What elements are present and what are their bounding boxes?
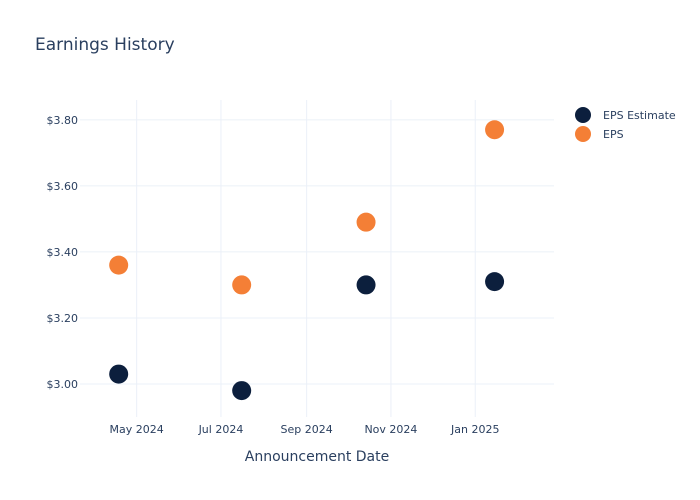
y-tick-label: $3.00 [47, 378, 79, 391]
legend-marker [575, 107, 591, 123]
legend-label: EPS Estimate [603, 109, 676, 122]
x-tick-label: May 2024 [110, 423, 164, 436]
eps-point[interactable] [485, 120, 505, 140]
y-tick-label: $3.40 [47, 246, 79, 259]
chart-title: Earnings History [35, 35, 175, 55]
y-tick-label: $3.20 [47, 312, 79, 325]
x-tick-label: Nov 2024 [364, 423, 417, 436]
legend[interactable]: EPS Estimate EPS [575, 107, 676, 142]
eps-point[interactable] [356, 212, 376, 232]
eps-estimate-point[interactable] [485, 272, 505, 292]
legend-item[interactable]: EPS [575, 126, 624, 142]
x-axis-ticks: May 2024 Jul 2024 Sep 2024 Nov 2024 Jan 2025 [110, 423, 500, 436]
data-points [109, 120, 505, 401]
eps-estimate-point[interactable] [356, 275, 376, 295]
y-tick-label: $3.60 [47, 180, 79, 193]
legend-label: EPS [603, 128, 624, 141]
y-axis-ticks: $3.00 $3.20 $3.40 $3.60 $3.80 [47, 114, 79, 391]
eps-estimate-point[interactable] [109, 364, 129, 384]
x-tick-label: Jul 2024 [198, 423, 244, 436]
x-tick-label: Jan 2025 [450, 423, 499, 436]
eps-point[interactable] [109, 255, 129, 275]
x-tick-label: Sep 2024 [281, 423, 333, 436]
eps-estimate-point[interactable] [232, 381, 252, 401]
x-axis-title: Announcement Date [245, 449, 389, 465]
legend-item[interactable]: EPS Estimate [575, 107, 676, 123]
eps-point[interactable] [232, 275, 252, 295]
grid-lines [80, 100, 554, 417]
y-tick-label: $3.80 [47, 114, 79, 127]
legend-marker [575, 126, 591, 142]
